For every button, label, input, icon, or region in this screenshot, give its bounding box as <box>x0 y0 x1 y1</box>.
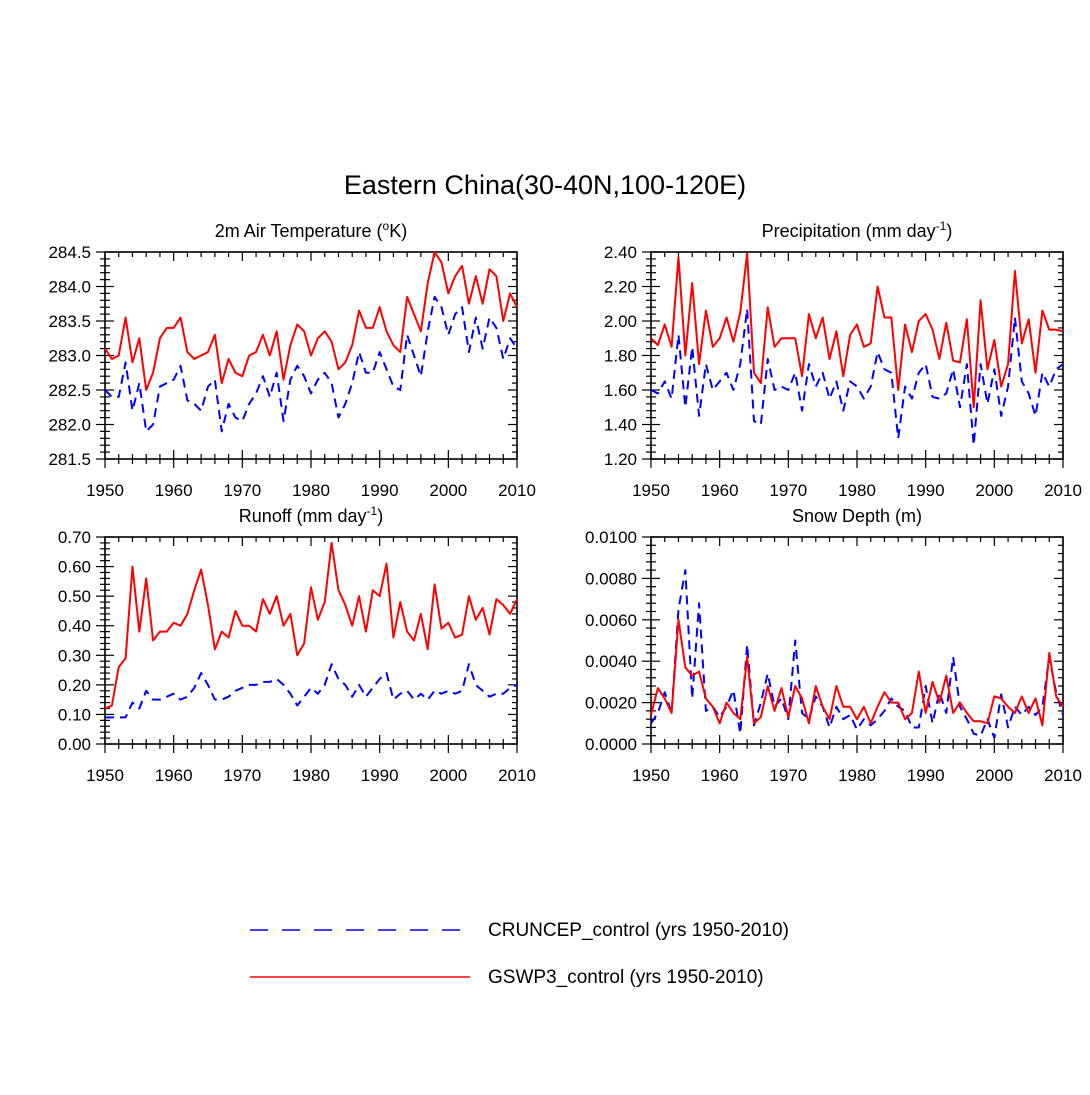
panel-title-superscript: -1 <box>367 504 378 518</box>
x-tick-label: 1970 <box>223 481 261 500</box>
plot-frame <box>650 536 1064 745</box>
series-line-cruncep <box>104 295 518 433</box>
panel-title-text: Runoff (mm day <box>239 506 367 526</box>
panel-title-superscript: o <box>383 219 390 233</box>
y-tick-label: 0.70 <box>58 528 91 547</box>
x-tick-label: 2000 <box>975 766 1013 785</box>
x-tick-label: 1970 <box>769 766 807 785</box>
series-line-gswp3 <box>104 251 518 391</box>
x-tick-label: 1950 <box>86 766 124 785</box>
y-tick-label: 283.0 <box>48 347 91 366</box>
x-tick-label: 2010 <box>498 766 536 785</box>
figure-title: Eastern China(30-40N,100-120E) <box>344 170 746 200</box>
panel-title-text: Snow Depth (m) <box>792 506 922 526</box>
plot-frame <box>104 536 518 745</box>
y-tick-label: 283.5 <box>48 312 91 331</box>
x-tick-label: 1990 <box>361 481 399 500</box>
panel-title: 2m Air Temperature (oK) <box>215 219 407 241</box>
y-tick-label: 1.40 <box>604 416 637 435</box>
y-tick-label: 2.00 <box>604 312 637 331</box>
panel-title-tail: ) <box>377 506 383 526</box>
y-tick-label: 0.30 <box>58 646 91 665</box>
x-tick-label: 1960 <box>701 481 739 500</box>
x-tick-label: 1950 <box>632 481 670 500</box>
y-tick-label: 0.10 <box>58 705 91 724</box>
x-tick-label: 2000 <box>429 481 467 500</box>
y-tick-label: 0.0060 <box>585 611 637 630</box>
y-tick-label: 0.50 <box>58 587 91 606</box>
panel-title: Snow Depth (m) <box>792 506 922 526</box>
series-line-gswp3 <box>650 618 1064 727</box>
y-tick-label: 2.40 <box>604 243 637 262</box>
y-tick-label: 284.5 <box>48 243 91 262</box>
x-tick-label: 1960 <box>701 766 739 785</box>
plot-frame <box>650 251 1064 460</box>
panel-title-tail: ) <box>946 221 952 241</box>
x-tick-label: 1980 <box>838 481 876 500</box>
y-tick-label: 1.80 <box>604 347 637 366</box>
y-tick-label: 0.0000 <box>585 735 637 754</box>
x-tick-label: 2000 <box>975 481 1013 500</box>
x-tick-label: 1950 <box>86 481 124 500</box>
x-tick-label: 1990 <box>361 766 399 785</box>
y-tick-label: 2.20 <box>604 278 637 297</box>
y-tick-label: 0.00 <box>58 735 91 754</box>
x-tick-label: 1990 <box>907 766 945 785</box>
panel-snow-depth: Snow Depth (m) 1950 1960 1970 1980 1990 2000 20… <box>585 506 1082 785</box>
x-tick-label: 2000 <box>429 766 467 785</box>
y-tick-label: 0.0020 <box>585 694 637 713</box>
x-tick-label: 2010 <box>1044 481 1082 500</box>
x-tick-label: 1980 <box>838 766 876 785</box>
y-tick-label: 0.0100 <box>585 528 637 547</box>
x-tick-label: 2010 <box>498 481 536 500</box>
legend-label-gswp3: GSWP3_control (yrs 1950-2010) <box>488 967 764 988</box>
series-line-cruncep <box>650 307 1064 447</box>
y-tick-label: 0.0080 <box>585 569 637 588</box>
y-tick-label: 282.5 <box>48 381 91 400</box>
x-tick-label: 1980 <box>292 481 330 500</box>
series-line-gswp3 <box>104 541 518 710</box>
series-line-cruncep <box>650 569 1064 739</box>
y-tick-label: 0.20 <box>58 676 91 695</box>
panel-title-superscript: -1 <box>936 219 947 233</box>
legend: CRUNCEP_control (yrs 1950-2010) GSWP3_co… <box>250 920 789 988</box>
x-tick-label: 2010 <box>1044 766 1082 785</box>
y-tick-label: 282.0 <box>48 416 91 435</box>
panel-runoff: Runoff (mm day-1) 1950 1960 1970 1980 1990 200… <box>58 504 536 785</box>
panel-title: Precipitation (mm day-1) <box>762 219 953 241</box>
panel-title: Runoff (mm day-1) <box>239 504 383 526</box>
panel-precipitation: Precipitation (mm day-1) 1950 1960 1970 1980… <box>604 219 1082 500</box>
y-tick-label: 1.20 <box>604 450 637 469</box>
y-tick-label: 0.60 <box>58 558 91 577</box>
legend-label-cruncep: CRUNCEP_control (yrs 1950-2010) <box>488 920 789 941</box>
panel-air-temperature: 2m Air Temperature (oK) 1950 1960 1970 1980 1… <box>48 219 535 500</box>
y-tick-label: 0.0040 <box>585 652 637 671</box>
y-tick-label: 1.60 <box>604 381 637 400</box>
panel-title-tail: K) <box>389 221 407 241</box>
x-tick-label: 1970 <box>223 766 261 785</box>
series-line-cruncep <box>105 663 518 719</box>
x-tick-label: 1960 <box>155 766 193 785</box>
x-tick-label: 1990 <box>907 481 945 500</box>
y-tick-label: 281.5 <box>48 450 91 469</box>
panel-title-text: 2m Air Temperature ( <box>215 221 383 241</box>
x-tick-label: 1980 <box>292 766 330 785</box>
x-tick-label: 1960 <box>155 481 193 500</box>
panel-title-text: Precipitation (mm day <box>762 221 936 241</box>
x-tick-label: 1950 <box>632 766 670 785</box>
x-tick-label: 1970 <box>769 481 807 500</box>
series-line-gswp3 <box>650 252 1064 409</box>
y-tick-label: 284.0 <box>48 278 91 297</box>
y-tick-label: 0.40 <box>58 617 91 636</box>
